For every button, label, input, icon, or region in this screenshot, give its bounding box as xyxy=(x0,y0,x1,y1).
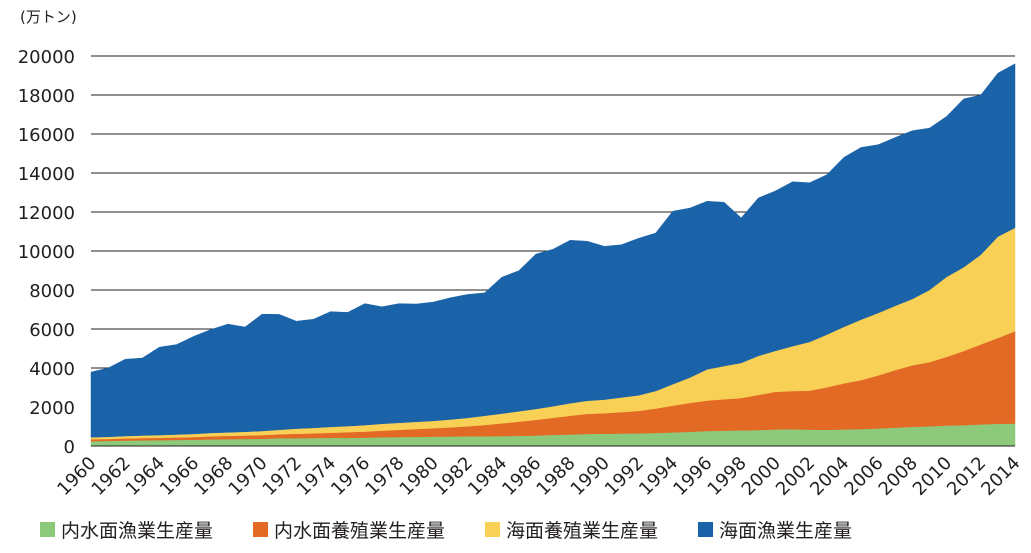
legend-item-3: 海面漁業生産量 xyxy=(698,516,852,543)
legend-swatch xyxy=(253,522,269,537)
x-tick-label: 2002 xyxy=(772,453,819,500)
y-tick-label: 2000 xyxy=(29,398,75,419)
x-tick-label: 1986 xyxy=(498,453,545,500)
legend-label: 海面漁業生産量 xyxy=(719,520,853,542)
y-tick-label: 0 xyxy=(64,437,75,458)
y-tick-label: 12000 xyxy=(18,203,75,224)
legend-label: 内水面漁業生産量 xyxy=(61,520,214,542)
y-tick-label: 14000 xyxy=(18,164,75,185)
x-tick-label: 2014 xyxy=(977,453,1024,500)
x-tick-label: 1994 xyxy=(635,453,682,500)
legend-label: 内水面養殖業生産量 xyxy=(274,520,446,542)
x-tick-label: 1996 xyxy=(669,453,716,500)
x-tick-label: 1974 xyxy=(293,453,340,500)
legend-swatch xyxy=(485,522,501,537)
y-tick-label: 18000 xyxy=(18,86,75,107)
legend-item-1: 内水面養殖業生産量 xyxy=(253,516,445,543)
x-tick-label: 1988 xyxy=(532,453,579,500)
y-tick-label: 16000 xyxy=(18,125,75,146)
x-tick-label: 1990 xyxy=(567,453,614,500)
x-tick-label: 2008 xyxy=(875,453,922,500)
legend-swatch xyxy=(40,522,55,537)
x-tick-label: 1998 xyxy=(704,453,751,500)
legend-item-0: 内水面漁業生産量 xyxy=(40,516,213,543)
y-tick-label: 20000 xyxy=(18,47,75,68)
x-tick-label: 1984 xyxy=(464,453,511,500)
x-tick-label: 1978 xyxy=(361,453,408,500)
area-layer xyxy=(90,63,1016,447)
x-tick-label: 1976 xyxy=(327,453,374,500)
y-axis-unit-label: (万トン) xyxy=(20,8,77,26)
x-tick-label: 1968 xyxy=(190,453,237,500)
x-tick-label: 1970 xyxy=(224,453,271,500)
x-tick-label: 1992 xyxy=(601,453,648,500)
x-tick-label: 1960 xyxy=(53,453,100,500)
x-tick-label: 1972 xyxy=(259,453,306,500)
x-tick-label: 2000 xyxy=(738,453,785,500)
y-tick-label: 8000 xyxy=(29,281,75,302)
x-tick-label: 1982 xyxy=(430,453,477,500)
legend-swatch xyxy=(698,522,714,537)
legend-item-2: 海面養殖業生産量 xyxy=(485,516,658,543)
x-tick-label: 2006 xyxy=(840,453,887,500)
area-series-3 xyxy=(90,63,1016,438)
y-tick-label: 10000 xyxy=(18,242,75,263)
y-tick-label: 4000 xyxy=(29,359,75,380)
x-tick-label: 1964 xyxy=(122,453,169,500)
x-tick-label: 2004 xyxy=(806,453,853,500)
x-tick-label: 2012 xyxy=(943,453,990,500)
legend-label: 海面養殖業生産量 xyxy=(506,520,659,542)
x-tick-label: 1980 xyxy=(396,453,443,500)
x-tick-label: 1962 xyxy=(88,453,135,500)
x-tick-label: 1966 xyxy=(156,453,203,500)
legend: 内水面漁業生産量 内水面養殖業生産量 海面養殖業生産量 海面漁業生産量 xyxy=(40,516,892,543)
y-tick-label: 6000 xyxy=(29,320,75,341)
x-tick-label: 2010 xyxy=(909,453,956,500)
